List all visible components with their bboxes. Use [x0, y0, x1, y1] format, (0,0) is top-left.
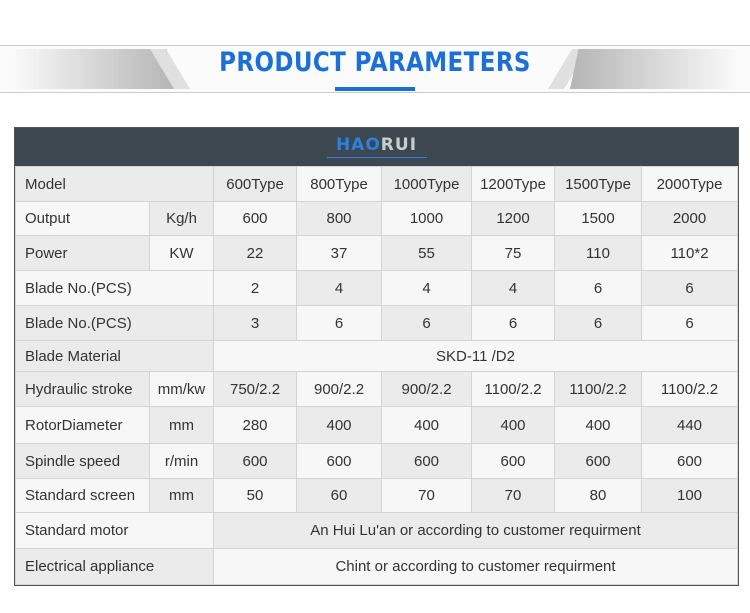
row-value: 6 [554, 270, 643, 306]
row-value: 4 [471, 270, 556, 306]
row-label: Spindle speed [15, 443, 150, 479]
row-value: 6 [381, 305, 473, 341]
page-title: PRODUCT PARAMETERS [219, 47, 531, 78]
row-value: 800 [296, 201, 383, 236]
model-header: 1500Type [554, 166, 643, 202]
row-label: Power [15, 235, 150, 271]
model-header: 600Type [213, 166, 298, 202]
table-row: Blade No.(PCS) 3 6 6 6 6 6 [14, 305, 738, 341]
model-header: 1200Type [471, 166, 556, 202]
row-value: 1200 [471, 201, 556, 236]
row-value: 400 [381, 406, 473, 444]
row-label: Blade Material [14, 340, 215, 372]
row-value: 22 [213, 235, 298, 271]
row-label: Standard screen [15, 478, 150, 513]
row-value: 1100/2.2 [471, 371, 556, 407]
table-row: Output Kg/h 600 800 1000 1200 1500 2000 [15, 201, 738, 236]
row-value: 1100/2.2 [641, 371, 738, 407]
row-unit: r/min [148, 443, 215, 479]
row-label: Model [14, 166, 215, 202]
section-banner [0, 45, 750, 93]
row-value: 6 [641, 270, 738, 306]
row-value: 55 [381, 235, 473, 271]
row-value: 3 [213, 305, 298, 341]
row-value: 4 [296, 270, 383, 306]
banner-decoration-right [570, 49, 740, 89]
brand-logo: HAORUI [335, 135, 418, 155]
banner-decoration-left [10, 49, 175, 89]
row-value: 1000 [381, 201, 473, 236]
table-row: Blade No.(PCS) 2 4 4 4 6 6 [14, 270, 738, 306]
row-value: 900/2.2 [296, 371, 383, 407]
row-unit: mm/kw [148, 371, 215, 407]
table-row-model: Model 600Type 800Type 1000Type 1200Type 1500T… [14, 166, 738, 202]
model-header: 1000Type [381, 166, 473, 202]
model-header: 800Type [296, 166, 383, 202]
row-unit: KW [148, 235, 215, 271]
row-value: 900/2.2 [381, 371, 473, 407]
row-value: SKD-11 /D2 [213, 340, 738, 372]
row-label: Blade No.(PCS) [14, 305, 215, 341]
row-value: 6 [641, 305, 738, 341]
row-label: Blade No.(PCS) [14, 270, 215, 306]
table-row: Hydraulic stroke mm/kw 750/2.2 900/2.2 900/2… [15, 371, 738, 407]
row-value: 70 [471, 478, 556, 513]
row-value: An Hui Lu'an or according to customer re… [213, 512, 738, 549]
row-value: 6 [554, 305, 643, 341]
row-label: Output [15, 201, 150, 236]
row-value: 750/2.2 [213, 371, 298, 407]
logo-underline [326, 157, 427, 158]
table-row: Blade Material SKD-11 /D2 [14, 340, 738, 372]
row-value: 600 [471, 443, 556, 479]
row-value: 6 [471, 305, 556, 341]
table-row: Electrical appliance Chint or according t… [14, 548, 738, 585]
row-value: 280 [213, 406, 298, 444]
row-value: 600 [213, 201, 298, 236]
row-unit: mm [148, 406, 215, 444]
row-value: Chint or according to customer requirmen… [213, 548, 738, 585]
row-unit: mm [148, 478, 215, 513]
row-value: 80 [554, 478, 643, 513]
row-value: 600 [554, 443, 643, 479]
table-row: Power KW 22 37 55 75 110 110*2 [15, 235, 738, 271]
row-label: RotorDiameter [15, 406, 150, 444]
row-value: 110 [554, 235, 643, 271]
row-value: 75 [471, 235, 556, 271]
row-value: 1500 [554, 201, 643, 236]
row-unit: Kg/h [148, 201, 215, 236]
logo-bar: HAORUI [15, 128, 738, 166]
row-value: 100 [641, 478, 738, 513]
row-value: 110*2 [641, 235, 738, 271]
table-row: RotorDiameter mm 280 400 400 400 400 440 [15, 406, 738, 444]
row-value: 440 [641, 406, 738, 444]
row-value: 600 [213, 443, 298, 479]
table-row: Spindle speed r/min 600 600 600 600 600 600 [15, 443, 738, 479]
table-row: Standard screen mm 50 60 70 70 80 100 [15, 478, 738, 513]
row-label: Electrical appliance [14, 548, 215, 585]
row-value: 37 [296, 235, 383, 271]
row-value: 400 [296, 406, 383, 444]
row-value: 600 [296, 443, 383, 479]
parameters-table: HAORUI Model 600Type 800Type 1000Type 1200Ty… [14, 127, 739, 586]
row-value: 50 [213, 478, 298, 513]
row-value: 600 [641, 443, 738, 479]
row-value: 400 [471, 406, 556, 444]
row-value: 2 [213, 270, 298, 306]
row-value: 70 [381, 478, 473, 513]
row-value: 2000 [641, 201, 738, 236]
title-underline [335, 87, 415, 91]
row-value: 4 [381, 270, 473, 306]
model-header: 2000Type [641, 166, 738, 202]
row-value: 400 [554, 406, 643, 444]
row-label: Hydraulic stroke [15, 371, 150, 407]
row-label: Standard motor [14, 512, 215, 549]
row-value: 1100/2.2 [554, 371, 643, 407]
table-row: Standard motor An Hui Lu'an or according … [14, 512, 738, 549]
row-value: 6 [296, 305, 383, 341]
row-value: 600 [381, 443, 473, 479]
row-value: 60 [296, 478, 383, 513]
